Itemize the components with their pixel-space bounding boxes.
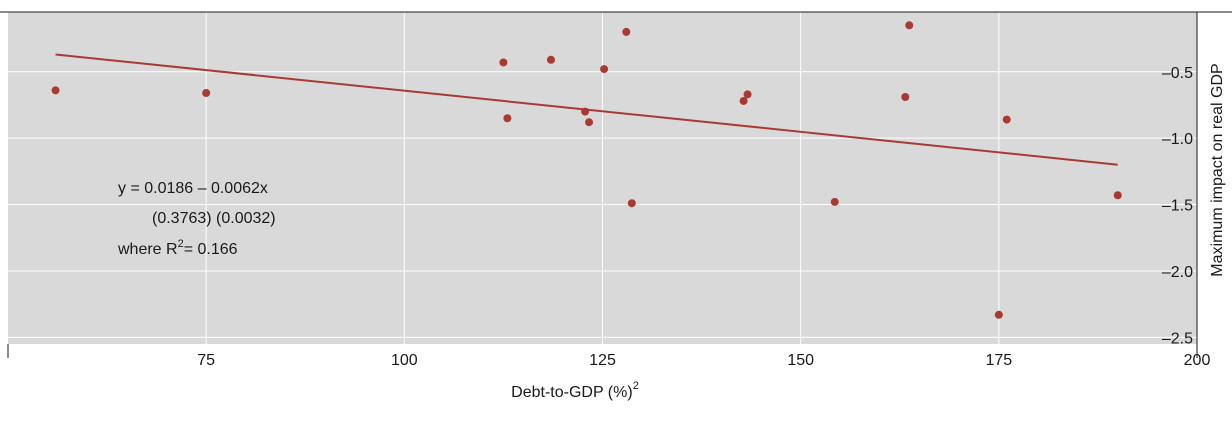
data-point bbox=[743, 90, 752, 99]
x-tick-label: 100 bbox=[391, 352, 418, 369]
data-point bbox=[830, 197, 839, 206]
data-point bbox=[585, 118, 594, 127]
x-tick-label: 200 bbox=[1184, 352, 1211, 369]
data-point bbox=[622, 27, 631, 36]
x-tick-label: 125 bbox=[589, 352, 616, 369]
equation-r-squared: where R2= 0.166 bbox=[117, 238, 238, 258]
data-point bbox=[901, 92, 910, 101]
y-tick-label: –1.5 bbox=[1162, 198, 1193, 215]
data-point bbox=[202, 89, 211, 98]
data-point bbox=[994, 310, 1003, 319]
data-point bbox=[499, 58, 508, 67]
data-point bbox=[503, 114, 512, 123]
data-point bbox=[600, 65, 609, 74]
data-point bbox=[905, 21, 914, 30]
equation-standard-errors: (0.3763) (0.0032) bbox=[152, 210, 276, 227]
data-point bbox=[627, 199, 636, 208]
y-tick-label: –0.5 bbox=[1162, 65, 1193, 82]
y-tick-label: –2.5 bbox=[1162, 330, 1193, 347]
x-tick-label: 150 bbox=[787, 352, 814, 369]
data-point bbox=[51, 86, 60, 95]
y-tick-label: –1.0 bbox=[1162, 131, 1193, 148]
data-point bbox=[1002, 115, 1011, 124]
x-tick-label: 75 bbox=[197, 352, 215, 369]
data-point bbox=[581, 107, 590, 116]
data-point bbox=[546, 55, 555, 64]
y-tick-label: –2.0 bbox=[1162, 264, 1193, 281]
data-point bbox=[1113, 191, 1122, 200]
data-point bbox=[739, 96, 748, 105]
x-tick-label: 175 bbox=[985, 352, 1012, 369]
x-axis-title: Debt-to-GDP (%)2 bbox=[511, 380, 639, 401]
x-axis: 75 100 125 150 175 200 bbox=[7, 344, 1211, 369]
equation-line: y = 0.0186 – 0.0062x bbox=[118, 180, 268, 197]
y-axis-title: Maximum impact on real GDP bbox=[1209, 63, 1226, 276]
y-axis: –0.5 –1.0 –1.5 –2.0 –2.5 bbox=[1162, 65, 1193, 348]
data-points bbox=[51, 21, 1122, 319]
